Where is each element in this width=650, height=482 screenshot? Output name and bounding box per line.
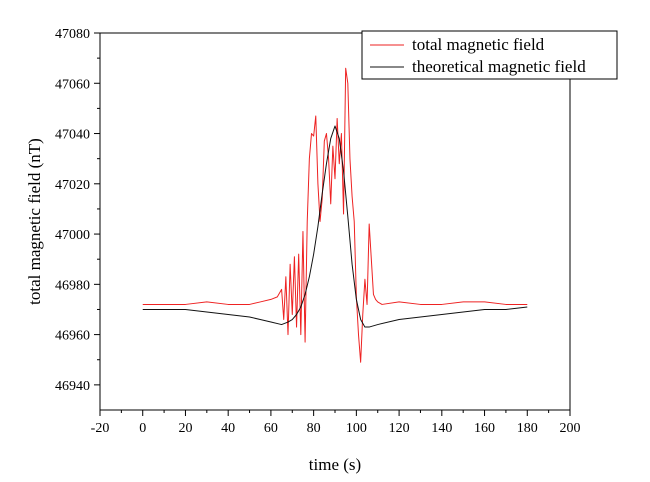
legend-box — [361, 30, 618, 80]
x-tick-label: 80 — [307, 421, 321, 436]
y-tick-label: 47040 — [55, 128, 90, 143]
y-axis: 46940 46960 46980 47000 47020 47040 47060 47080 — [55, 27, 100, 394]
x-tick-label: 200 — [560, 421, 581, 436]
y-tick-label: 47000 — [55, 228, 90, 243]
x-tick-label: 160 — [474, 421, 495, 436]
x-tick-label: 180 — [517, 421, 538, 436]
y-tick-label: 46960 — [55, 329, 90, 344]
series-line-2 — [142, 125, 528, 328]
x-axis: -20 0 20 40 60 80 100 120 140 160 180 200 — [91, 410, 581, 436]
x-tick-label: 120 — [389, 421, 410, 436]
legend-label: theoretical magnetic field — [412, 57, 586, 76]
x-tick-label: 140 — [431, 421, 452, 436]
x-tick-label: 100 — [346, 421, 367, 436]
y-tick-label: 47080 — [55, 27, 90, 42]
y-tick-label: 47060 — [55, 77, 90, 92]
plot-frame — [99, 32, 571, 411]
y-tick-label: 46980 — [55, 278, 90, 293]
x-tick-label: 60 — [264, 421, 278, 436]
x-tick-label: 0 — [139, 421, 146, 436]
legend: total magnetic field theoretical magnetic… — [361, 30, 618, 80]
x-tick-label: 20 — [178, 421, 192, 436]
y-axis-title: total magnetic field (nT) — [25, 138, 44, 305]
y-tick-label: 47020 — [55, 178, 90, 193]
y-tick-label: 46940 — [55, 379, 90, 394]
x-axis-title: time (s) — [309, 455, 361, 474]
plot-lines — [142, 67, 528, 363]
x-tick-label: -20 — [91, 421, 110, 436]
x-tick-label: 40 — [221, 421, 235, 436]
series-line-1 — [142, 67, 528, 363]
legend-label: total magnetic field — [412, 35, 545, 54]
